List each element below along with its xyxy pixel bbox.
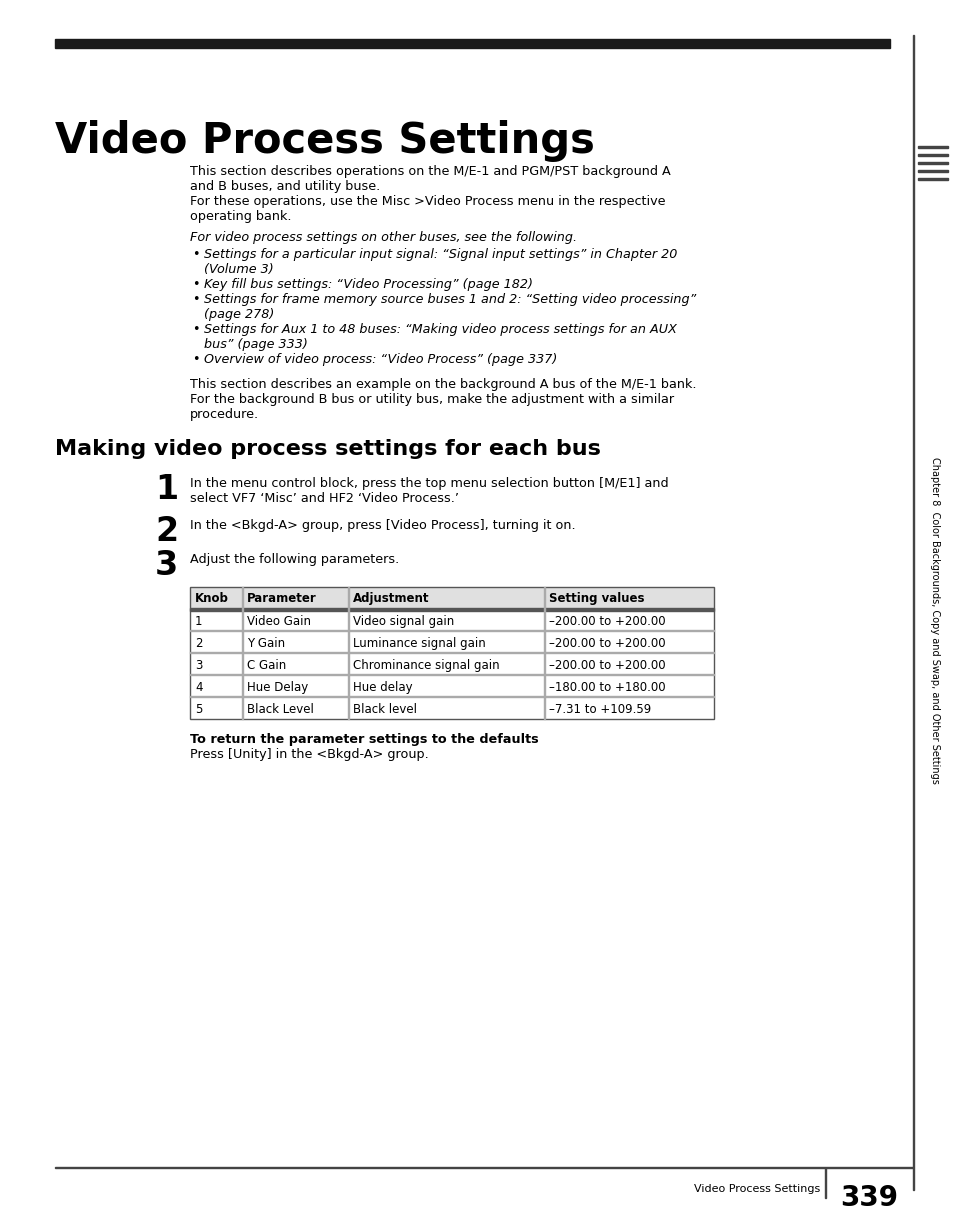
Text: •: •: [192, 324, 199, 336]
Text: 4: 4: [194, 681, 202, 694]
Text: Key fill bus settings: “Video Processing” (page 182): Key fill bus settings: “Video Processing…: [204, 278, 533, 291]
Text: 3: 3: [154, 549, 178, 582]
Text: For these operations, use the Misc >Video Process menu in the respective: For these operations, use the Misc >Vide…: [190, 195, 665, 208]
Text: Knob: Knob: [194, 591, 229, 605]
Text: Chrominance signal gain: Chrominance signal gain: [353, 659, 499, 671]
Text: Hue Delay: Hue Delay: [247, 681, 308, 694]
Text: Settings for Aux 1 to 48 buses: “Making video process settings for an AUX: Settings for Aux 1 to 48 buses: “Making …: [204, 324, 677, 336]
Text: 339: 339: [840, 1184, 897, 1212]
Text: Parameter: Parameter: [247, 591, 316, 605]
Bar: [242, 587, 243, 719]
Text: 5: 5: [194, 703, 202, 716]
Text: Setting values: Setting values: [548, 591, 644, 605]
Text: Adjust the following parameters.: Adjust the following parameters.: [190, 553, 399, 566]
Text: –200.00 to +200.00: –200.00 to +200.00: [548, 614, 665, 628]
Text: –200.00 to +200.00: –200.00 to +200.00: [548, 659, 665, 671]
Text: For the background B bus or utility bus, make the adjustment with a similar: For the background B bus or utility bus,…: [190, 393, 674, 406]
Text: This section describes operations on the M/E-1 and PGM/PST background A: This section describes operations on the…: [190, 165, 670, 178]
Text: C Gain: C Gain: [247, 659, 286, 671]
Text: •: •: [192, 278, 199, 291]
Text: bus” (page 333): bus” (page 333): [204, 338, 308, 351]
Bar: [917, 170, 947, 172]
Text: Settings for frame memory source buses 1 and 2: “Setting video processing”: Settings for frame memory source buses 1…: [204, 293, 696, 305]
Bar: [917, 154, 947, 156]
Text: 2: 2: [194, 638, 202, 650]
Text: 2: 2: [154, 515, 178, 548]
Text: Video Process Settings: Video Process Settings: [55, 120, 595, 162]
Text: Chapter 8  Color Backgrounds, Copy and Swap, and Other Settings: Chapter 8 Color Backgrounds, Copy and Sw…: [929, 457, 939, 783]
Text: In the menu control block, press the top menu selection button [M/E1] and: In the menu control block, press the top…: [190, 478, 668, 490]
Text: Y Gain: Y Gain: [247, 638, 285, 650]
Text: procedure.: procedure.: [190, 408, 259, 421]
Text: Hue delay: Hue delay: [353, 681, 413, 694]
Text: (page 278): (page 278): [204, 308, 274, 321]
Bar: [824, 1168, 825, 1197]
Text: –200.00 to +200.00: –200.00 to +200.00: [548, 638, 665, 650]
Text: 3: 3: [194, 659, 202, 671]
Bar: [190, 587, 713, 719]
Bar: [190, 608, 713, 611]
Text: •: •: [192, 353, 199, 366]
Text: Video Gain: Video Gain: [247, 614, 311, 628]
Bar: [917, 145, 947, 148]
Text: •: •: [192, 248, 199, 261]
Bar: [348, 587, 349, 719]
Text: Black level: Black level: [353, 703, 416, 716]
Text: operating bank.: operating bank.: [190, 210, 292, 223]
Text: Settings for a particular input signal: “Signal input settings” in Chapter 20: Settings for a particular input signal: …: [204, 248, 677, 261]
Bar: [190, 587, 713, 608]
Text: Luminance signal gain: Luminance signal gain: [353, 638, 485, 650]
Text: Video Process Settings: Video Process Settings: [693, 1184, 820, 1194]
Text: Adjustment: Adjustment: [353, 591, 429, 605]
Text: Press [Unity] in the <Bkgd-A> group.: Press [Unity] in the <Bkgd-A> group.: [190, 748, 428, 761]
Text: –7.31 to +109.59: –7.31 to +109.59: [548, 703, 651, 716]
Bar: [912, 35, 914, 1190]
Text: 1: 1: [194, 614, 202, 628]
Text: and B buses, and utility buse.: and B buses, and utility buse.: [190, 181, 380, 193]
Text: (Volume 3): (Volume 3): [204, 263, 274, 276]
Text: select VF7 ‘Misc’ and HF2 ‘Video Process.’: select VF7 ‘Misc’ and HF2 ‘Video Process…: [190, 492, 458, 505]
Bar: [917, 177, 947, 181]
Text: Video signal gain: Video signal gain: [353, 614, 454, 628]
Text: Overview of video process: “Video Process” (page 337): Overview of video process: “Video Proces…: [204, 353, 557, 366]
Text: This section describes an example on the background A bus of the M/E-1 bank.: This section describes an example on the…: [190, 378, 696, 391]
Bar: [917, 161, 947, 164]
Text: Black Level: Black Level: [247, 703, 314, 716]
Text: Making video process settings for each bus: Making video process settings for each b…: [55, 439, 600, 459]
Bar: [55, 39, 889, 48]
Text: –180.00 to +180.00: –180.00 to +180.00: [548, 681, 665, 694]
Text: To return the parameter settings to the defaults: To return the parameter settings to the …: [190, 733, 538, 747]
Text: For video process settings on other buses, see the following.: For video process settings on other buse…: [190, 231, 577, 244]
Text: •: •: [192, 293, 199, 305]
Text: In the <Bkgd-A> group, press [Video Process], turning it on.: In the <Bkgd-A> group, press [Video Proc…: [190, 519, 575, 532]
Bar: [543, 587, 544, 719]
Text: 1: 1: [154, 473, 178, 505]
